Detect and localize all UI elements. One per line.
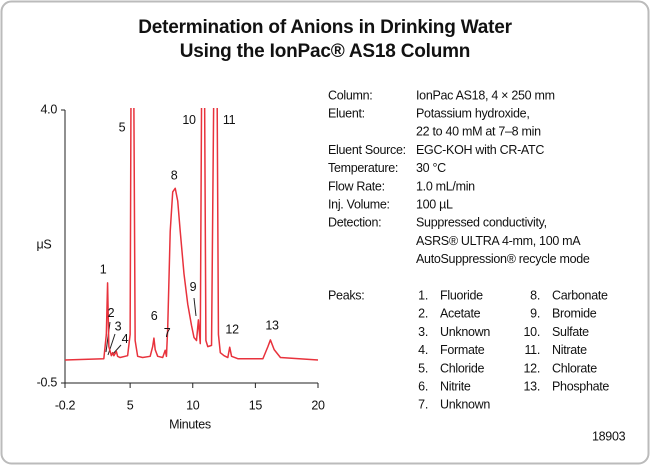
- condition-label: Temperature:: [328, 161, 398, 175]
- peak-name: Fluoride: [440, 288, 483, 302]
- peak-name: Sulfate: [552, 325, 589, 339]
- condition-value: 1.0 mL/min: [416, 179, 475, 193]
- peak-name: Nitrite: [440, 379, 471, 393]
- x-tick-label: 20: [311, 398, 325, 412]
- x-tick-label: -0.2: [55, 398, 76, 412]
- figure-number: 18903: [592, 429, 626, 443]
- peak-name: Nitrate: [552, 343, 587, 357]
- condition-value: 30 °C: [416, 161, 446, 175]
- peak-number: 3.: [418, 325, 428, 339]
- peak-label: 9: [190, 280, 197, 294]
- x-tick-label: 10: [186, 398, 200, 412]
- peak-number: 11.: [524, 343, 540, 357]
- peak-name: Phosphate: [552, 379, 609, 393]
- peak-label: 2: [108, 306, 115, 320]
- peak-number: 10.: [524, 325, 540, 339]
- x-axis-label: Minutes: [169, 417, 211, 431]
- condition-value: AutoSuppression® recycle mode: [416, 252, 590, 266]
- condition-value: 100 µL: [416, 197, 453, 211]
- condition-value: IonPac AS18, 4 × 250 mm: [416, 88, 555, 102]
- peak-name: Chloride: [440, 361, 484, 375]
- peaks-heading: Peaks:: [328, 288, 364, 302]
- condition-label: Detection:: [328, 216, 381, 230]
- peak-name: Bromide: [552, 307, 597, 321]
- peak-number: 2.: [418, 307, 428, 321]
- chart-title: Using the IonPac® AS18 Column: [180, 41, 470, 62]
- peak-number: 9.: [530, 307, 540, 321]
- peak-name: Unknown: [440, 325, 490, 339]
- y-tick-label: -0.5: [37, 375, 58, 389]
- peak-number: 13.: [524, 379, 540, 393]
- condition-label: Eluent:: [328, 106, 365, 120]
- peak-label: 10: [182, 113, 196, 127]
- peak-number: 5.: [418, 361, 428, 375]
- condition-value: Potassium hydroxide,: [416, 106, 530, 120]
- condition-label: Flow Rate:: [328, 179, 385, 193]
- peak-label: 11: [223, 113, 236, 127]
- peak-label: 3: [115, 319, 122, 333]
- peak-label: 5: [119, 120, 126, 134]
- condition-value: 22 to 40 mM at 7–8 min: [416, 125, 541, 139]
- peak-label: 6: [151, 309, 158, 323]
- condition-label: Eluent Source:: [328, 143, 406, 157]
- peak-name: Chlorate: [552, 361, 597, 375]
- peak-number: 6.: [418, 379, 428, 393]
- peak-name: Carbonate: [552, 288, 608, 302]
- peak-number: 7.: [418, 398, 428, 412]
- leader-line: [193, 297, 197, 317]
- peak-label: 13: [265, 318, 279, 332]
- condition-label: Column:: [328, 88, 372, 102]
- peak-name: Formate: [440, 343, 485, 357]
- peak-label: 1: [100, 262, 107, 276]
- peak-label: 7: [164, 326, 171, 340]
- peak-name: Acetate: [440, 307, 481, 321]
- leader-line: [107, 333, 116, 356]
- condition-value: Suppressed conductivity,: [416, 216, 547, 230]
- chromatogram-trace: [65, 108, 319, 361]
- x-tick-label: 15: [249, 398, 263, 412]
- x-tick-label: 5: [127, 398, 134, 412]
- chart-title: Determination of Anions in Drinking Wate…: [138, 17, 512, 38]
- condition-value: ASRS® ULTRA 4-mm, 100 mA: [416, 234, 581, 248]
- peak-number: 4.: [418, 343, 428, 357]
- condition-value: EGC-KOH with CR-ATC: [416, 143, 544, 157]
- y-tick-label: 4.0: [41, 102, 58, 116]
- peak-number: 8.: [530, 288, 540, 302]
- peak-label: 8: [171, 168, 178, 182]
- peak-number: 1.: [418, 288, 428, 302]
- condition-label: Inj. Volume:: [328, 197, 390, 211]
- peak-label: 4: [122, 332, 129, 346]
- peak-label: 12: [225, 323, 239, 337]
- peak-name: Unknown: [440, 398, 490, 412]
- y-axis-label: μS: [37, 237, 52, 251]
- peak-number: 12.: [524, 361, 540, 375]
